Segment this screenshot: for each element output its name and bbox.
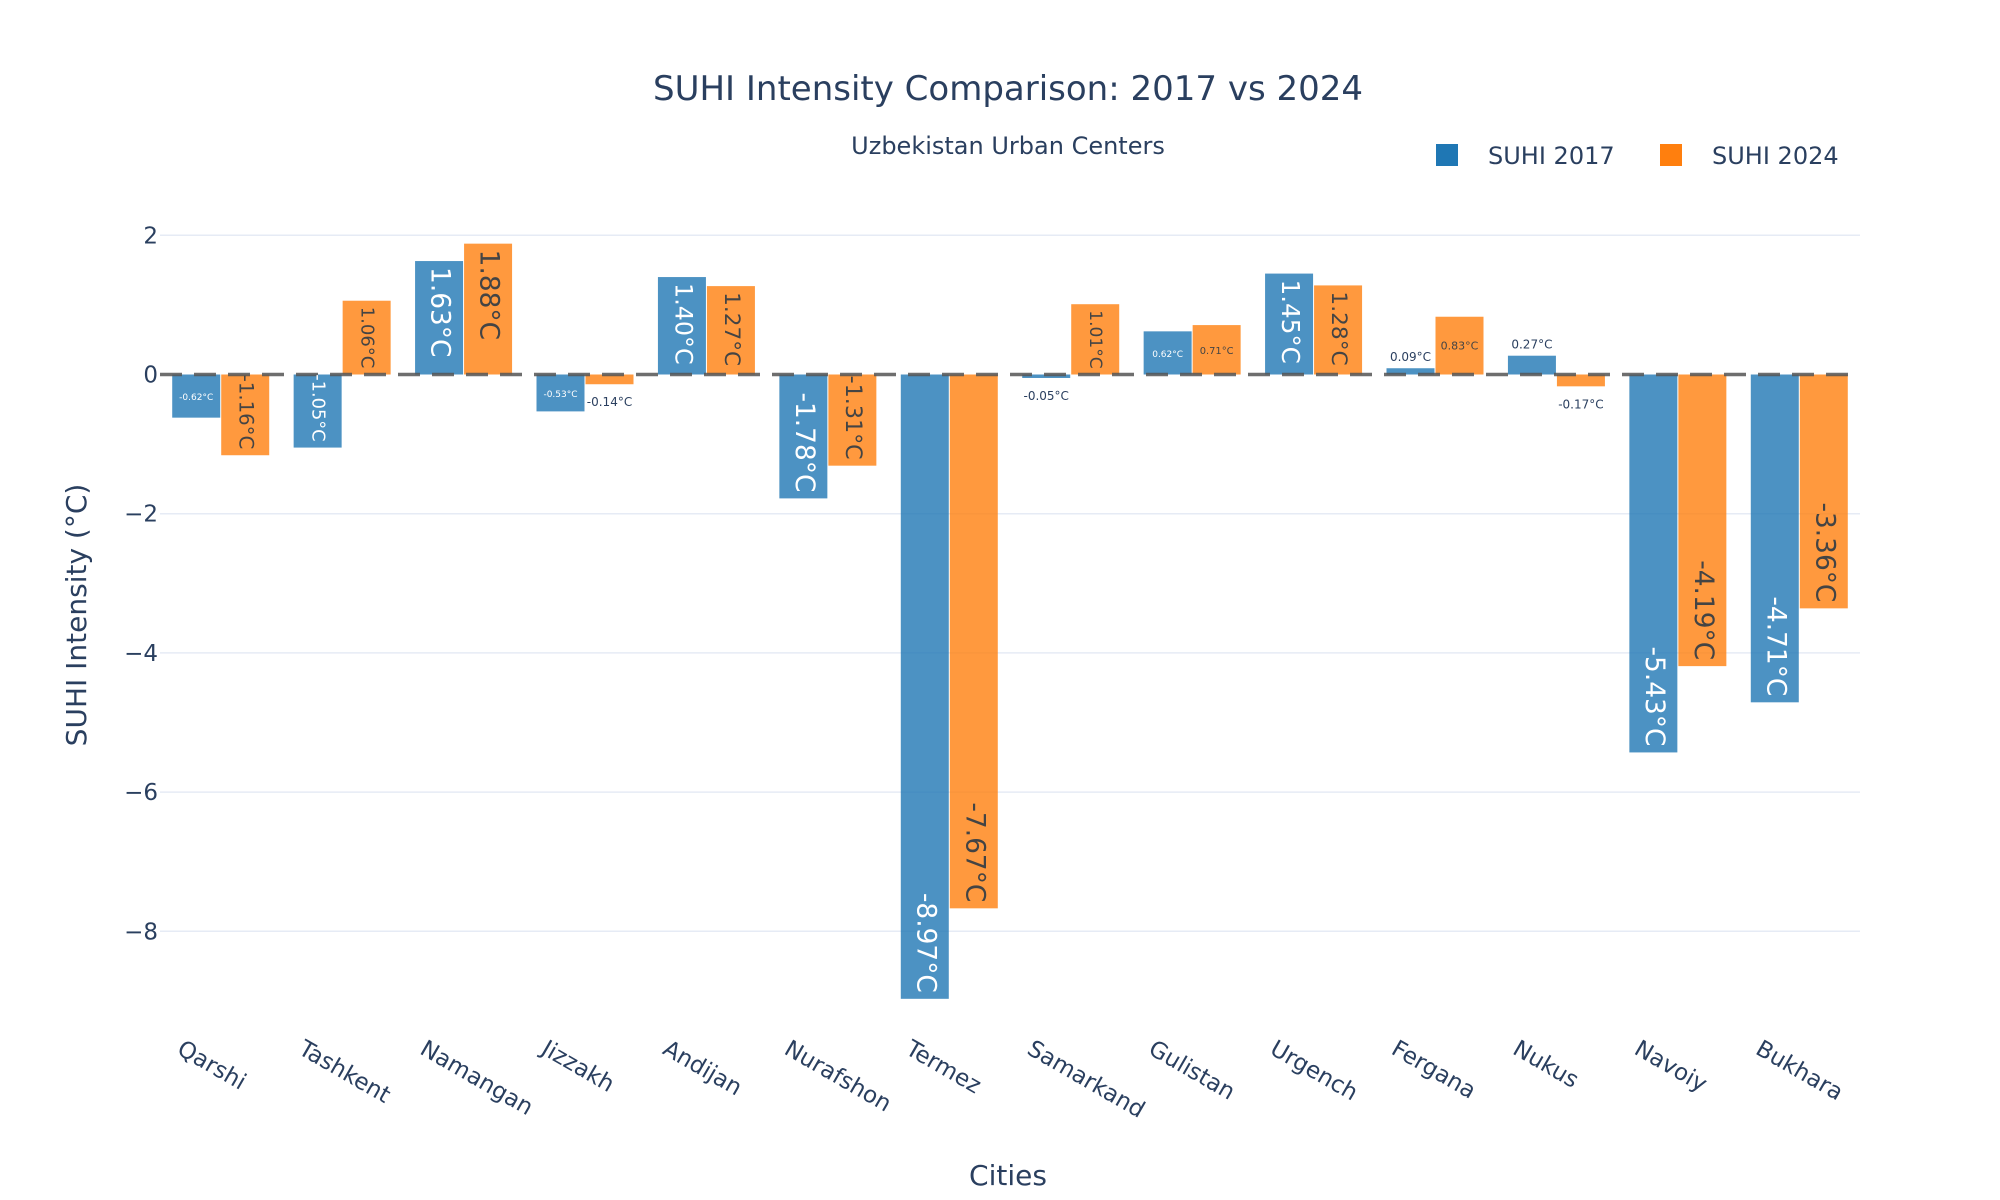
data-label-qarshi-2017: -0.62°C xyxy=(179,393,213,403)
data-label-urgench-2017: 1.45°C xyxy=(1276,280,1305,364)
bar-bukhara-2017[interactable] xyxy=(1750,374,1799,703)
bar-nurafshon-2017[interactable] xyxy=(779,374,828,499)
x-tick-andijan: Andijan xyxy=(658,1036,746,1102)
data-label-termez-2017: -8.97°C xyxy=(910,893,941,993)
data-label-navoiy-2024: -4.19°C xyxy=(1688,560,1719,660)
data-label-namangan-2024: 1.88°C xyxy=(474,250,505,340)
data-label-samarkand-2017: -0.05°C xyxy=(1023,389,1068,403)
data-label-jizzakh-2017: -0.53°C xyxy=(543,390,577,400)
legend-label-2024[interactable]: SUHI 2024 xyxy=(1712,142,1839,170)
y-axis-ticks: 2 0 −2 −4 −6 −8 xyxy=(124,223,158,945)
data-label-tashkent-2017: -1.05°C xyxy=(308,374,329,441)
bar-nukus-2017[interactable] xyxy=(1507,355,1556,375)
bar-nukus-2024[interactable] xyxy=(1556,374,1605,387)
legend-swatch-2017[interactable] xyxy=(1436,144,1458,166)
y-tick-label: −8 xyxy=(124,919,158,945)
data-label-urgench-2024: 1.28°C xyxy=(1326,291,1351,365)
data-label-namangan-2017: 1.63°C xyxy=(425,267,456,357)
bar-namangan-2024[interactable] xyxy=(464,243,513,375)
data-label-fergana-2017: 0.09°C xyxy=(1390,350,1431,364)
data-label-termez-2024: -7.67°C xyxy=(959,802,990,902)
x-tick-urgench: Urgench xyxy=(1266,1036,1363,1107)
bar-navoiy-2024[interactable] xyxy=(1678,374,1727,667)
data-label-gulistan-2017: 0.62°C xyxy=(1152,350,1183,360)
x-tick-nurafshon: Nurafshon xyxy=(780,1036,896,1118)
x-tick-bukhara: Bukhara xyxy=(1751,1036,1847,1106)
bar-fergana-2024[interactable] xyxy=(1435,316,1484,375)
data-label-jizzakh-2024: -0.14°C xyxy=(587,395,632,409)
bar-bukhara-2024[interactable] xyxy=(1799,374,1848,609)
bar-gulistan-2017[interactable] xyxy=(1143,331,1192,375)
bar-andijan-2024[interactable] xyxy=(706,286,755,375)
data-label-fergana-2024: 0.83°C xyxy=(1441,340,1479,353)
x-tick-fergana: Fergana xyxy=(1387,1036,1480,1105)
x-tick-qarshi: Qarshi xyxy=(173,1036,251,1096)
bar-nurafshon-2024[interactable] xyxy=(828,374,877,466)
y-axis-title: SUHI Intensity (°C) xyxy=(60,484,93,747)
bar-fergana-2017[interactable] xyxy=(1386,368,1435,375)
data-label-qarshi-2024: -1.16°C xyxy=(235,375,258,450)
gridlines xyxy=(160,234,1860,933)
data-label-andijan-2017: 1.40°C xyxy=(669,283,697,365)
legend-label-2017[interactable]: SUHI 2017 xyxy=(1488,142,1615,170)
bar-namangan-2017[interactable] xyxy=(415,261,464,375)
data-label-nurafshon-2024: -1.31°C xyxy=(840,376,866,460)
bar-jizzakh-2024[interactable] xyxy=(585,374,634,385)
bar-termez-2024[interactable] xyxy=(949,374,998,909)
x-tick-tashkent: Tashkent xyxy=(293,1035,394,1109)
x-tick-nukus: Nukus xyxy=(1508,1036,1582,1094)
bar-andijan-2017[interactable] xyxy=(657,277,706,375)
data-label-gulistan-2024: 0.71°C xyxy=(1200,346,1234,357)
data-labels: -0.62°C -1.16°C -1.05°C 1.06°C 1.63°C 1.88°C -… xyxy=(179,250,1840,993)
legend[interactable]: SUHI 2017 SUHI 2024 xyxy=(1436,142,1839,170)
bar-qarshi-2024[interactable] xyxy=(221,374,270,456)
data-label-nurafshon-2017: -1.78°C xyxy=(789,392,820,492)
x-tick-jizzakh: Jizzakh xyxy=(535,1035,618,1098)
data-label-navoiy-2017: -5.43°C xyxy=(1639,647,1670,747)
bar-tashkent-2024[interactable] xyxy=(342,300,391,375)
x-tick-gulistan: Gulistan xyxy=(1144,1036,1239,1106)
y-tick-label: 0 xyxy=(143,363,158,389)
bar-tashkent-2017[interactable] xyxy=(293,374,342,448)
data-label-nukus-2017: 0.27°C xyxy=(1511,338,1552,352)
bar-jizzakh-2017[interactable] xyxy=(536,374,585,412)
x-tick-namangan: Namangan xyxy=(416,1036,538,1121)
x-tick-termez: Termez xyxy=(900,1035,985,1099)
bars xyxy=(172,243,1848,999)
bar-gulistan-2024[interactable] xyxy=(1192,325,1241,375)
x-tick-samarkand: Samarkand xyxy=(1023,1036,1149,1124)
data-label-bukhara-2024: -3.36°C xyxy=(1809,502,1840,602)
bar-urgench-2017[interactable] xyxy=(1265,273,1314,375)
x-axis-title: Cities xyxy=(969,1159,1047,1192)
y-tick-label: −4 xyxy=(124,641,158,667)
bar-navoiy-2017[interactable] xyxy=(1629,374,1678,753)
data-label-bukhara-2017: -4.71°C xyxy=(1760,596,1791,696)
data-label-andijan-2024: 1.27°C xyxy=(719,292,744,366)
data-label-tashkent-2024: 1.06°C xyxy=(357,307,378,369)
bar-termez-2017[interactable] xyxy=(900,374,949,999)
bar-urgench-2024[interactable] xyxy=(1314,285,1363,375)
data-label-nukus-2024: -0.17°C xyxy=(1558,397,1603,411)
bar-qarshi-2017[interactable] xyxy=(172,374,221,418)
y-tick-label: −2 xyxy=(124,502,158,528)
chart-title: SUHI Intensity Comparison: 2017 vs 2024 xyxy=(653,69,1363,109)
bar-samarkand-2024[interactable] xyxy=(1071,304,1120,375)
x-axis-ticks: Qarshi Tashkent Namangan Jizzakh Andijan Nura… xyxy=(173,1035,1848,1124)
y-tick-label: 2 xyxy=(143,223,158,249)
y-tick-label: −6 xyxy=(124,780,158,806)
chart-subtitle: Uzbekistan Urban Centers xyxy=(851,132,1165,160)
data-label-samarkand-2024: 1.01°C xyxy=(1085,310,1105,369)
x-tick-navoiy: Navoiy xyxy=(1630,1036,1711,1098)
legend-swatch-2024[interactable] xyxy=(1660,144,1682,166)
